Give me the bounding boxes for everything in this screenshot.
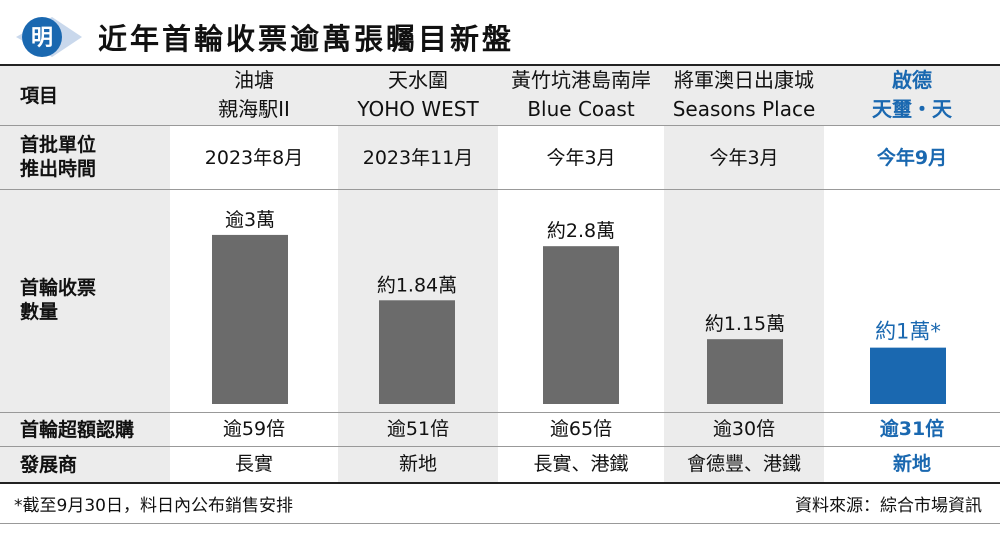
oversub-cell-1: 逾59倍 [222,418,286,440]
developer-cell-2: 新地 [398,453,437,475]
label-project: 項目 [20,85,59,107]
bar-5 [870,347,946,404]
rule-oversub [0,446,1000,447]
rule-bottom [0,482,1000,484]
shade-header-row [0,66,1000,125]
project-header-2: 天水圍 YOHO WEST [357,68,479,121]
bar-label-4: 約1.15萬 [705,313,785,335]
shade-col-label [0,125,170,482]
bar-label-3: 約2.8萬 [547,220,615,242]
launch-cell-4: 今年3月 [709,147,779,169]
bar-4 [707,339,783,404]
bar-3 [543,246,619,404]
label-developer: 發展商 [20,454,78,476]
label-launch: 首批單位 推出時間 [20,134,97,180]
bar-2 [379,300,455,404]
rule-header [0,125,1000,126]
source-note: 資料來源：綜合市場資訊 [795,496,982,516]
oversub-cell-2: 逾51倍 [386,418,450,440]
oversub-cell-3: 逾65倍 [549,418,613,440]
footnote: *截至9月30日，料日內公布銷售安排 [14,496,293,516]
oversub-cell-5: 逾31倍 [879,418,945,440]
launch-cell-3: 今年3月 [546,147,616,169]
label-oversub: 首輪超額認購 [20,419,135,441]
project-header-3: 黃竹坑港島南岸 Blue Coast [511,68,651,121]
bar-1 [212,234,288,404]
project-header-5: 啟德 天璽・天 [872,68,952,121]
project-header-4: 將軍澳日出康城 Seasons Place [672,68,816,121]
logo-text: 明 [31,26,53,51]
page-title: 近年首輪收票逾萬張矚目新盤 [98,22,515,56]
developer-cell-4: 會德豐、港鐵 [686,453,801,475]
label-tickets: 首輪收票 數量 [20,277,97,323]
rule-launch [0,189,1000,190]
project-header-1: 油塘 親海駅II [218,68,290,121]
oversub-cell-4: 逾30倍 [712,418,776,440]
shade-col-4 [664,125,824,482]
logo-icon: 明 [16,17,82,57]
rule-top [0,64,1000,66]
launch-cell-1: 2023年8月 [204,147,304,169]
bar-label-1: 逾3萬 [225,209,275,231]
developer-cell-5: 新地 [892,453,931,475]
developer-cell-1: 長實 [234,453,273,475]
bar-label-5: 約1萬* [875,320,941,344]
developer-cell-3: 長實、港鐵 [533,453,629,475]
launch-cell-2: 2023年11月 [362,147,474,169]
rule-tickets [0,412,1000,413]
bar-label-2: 約1.84萬 [377,274,457,296]
launch-cell-5: 今年9月 [876,147,948,169]
rule-footer [0,523,1000,524]
